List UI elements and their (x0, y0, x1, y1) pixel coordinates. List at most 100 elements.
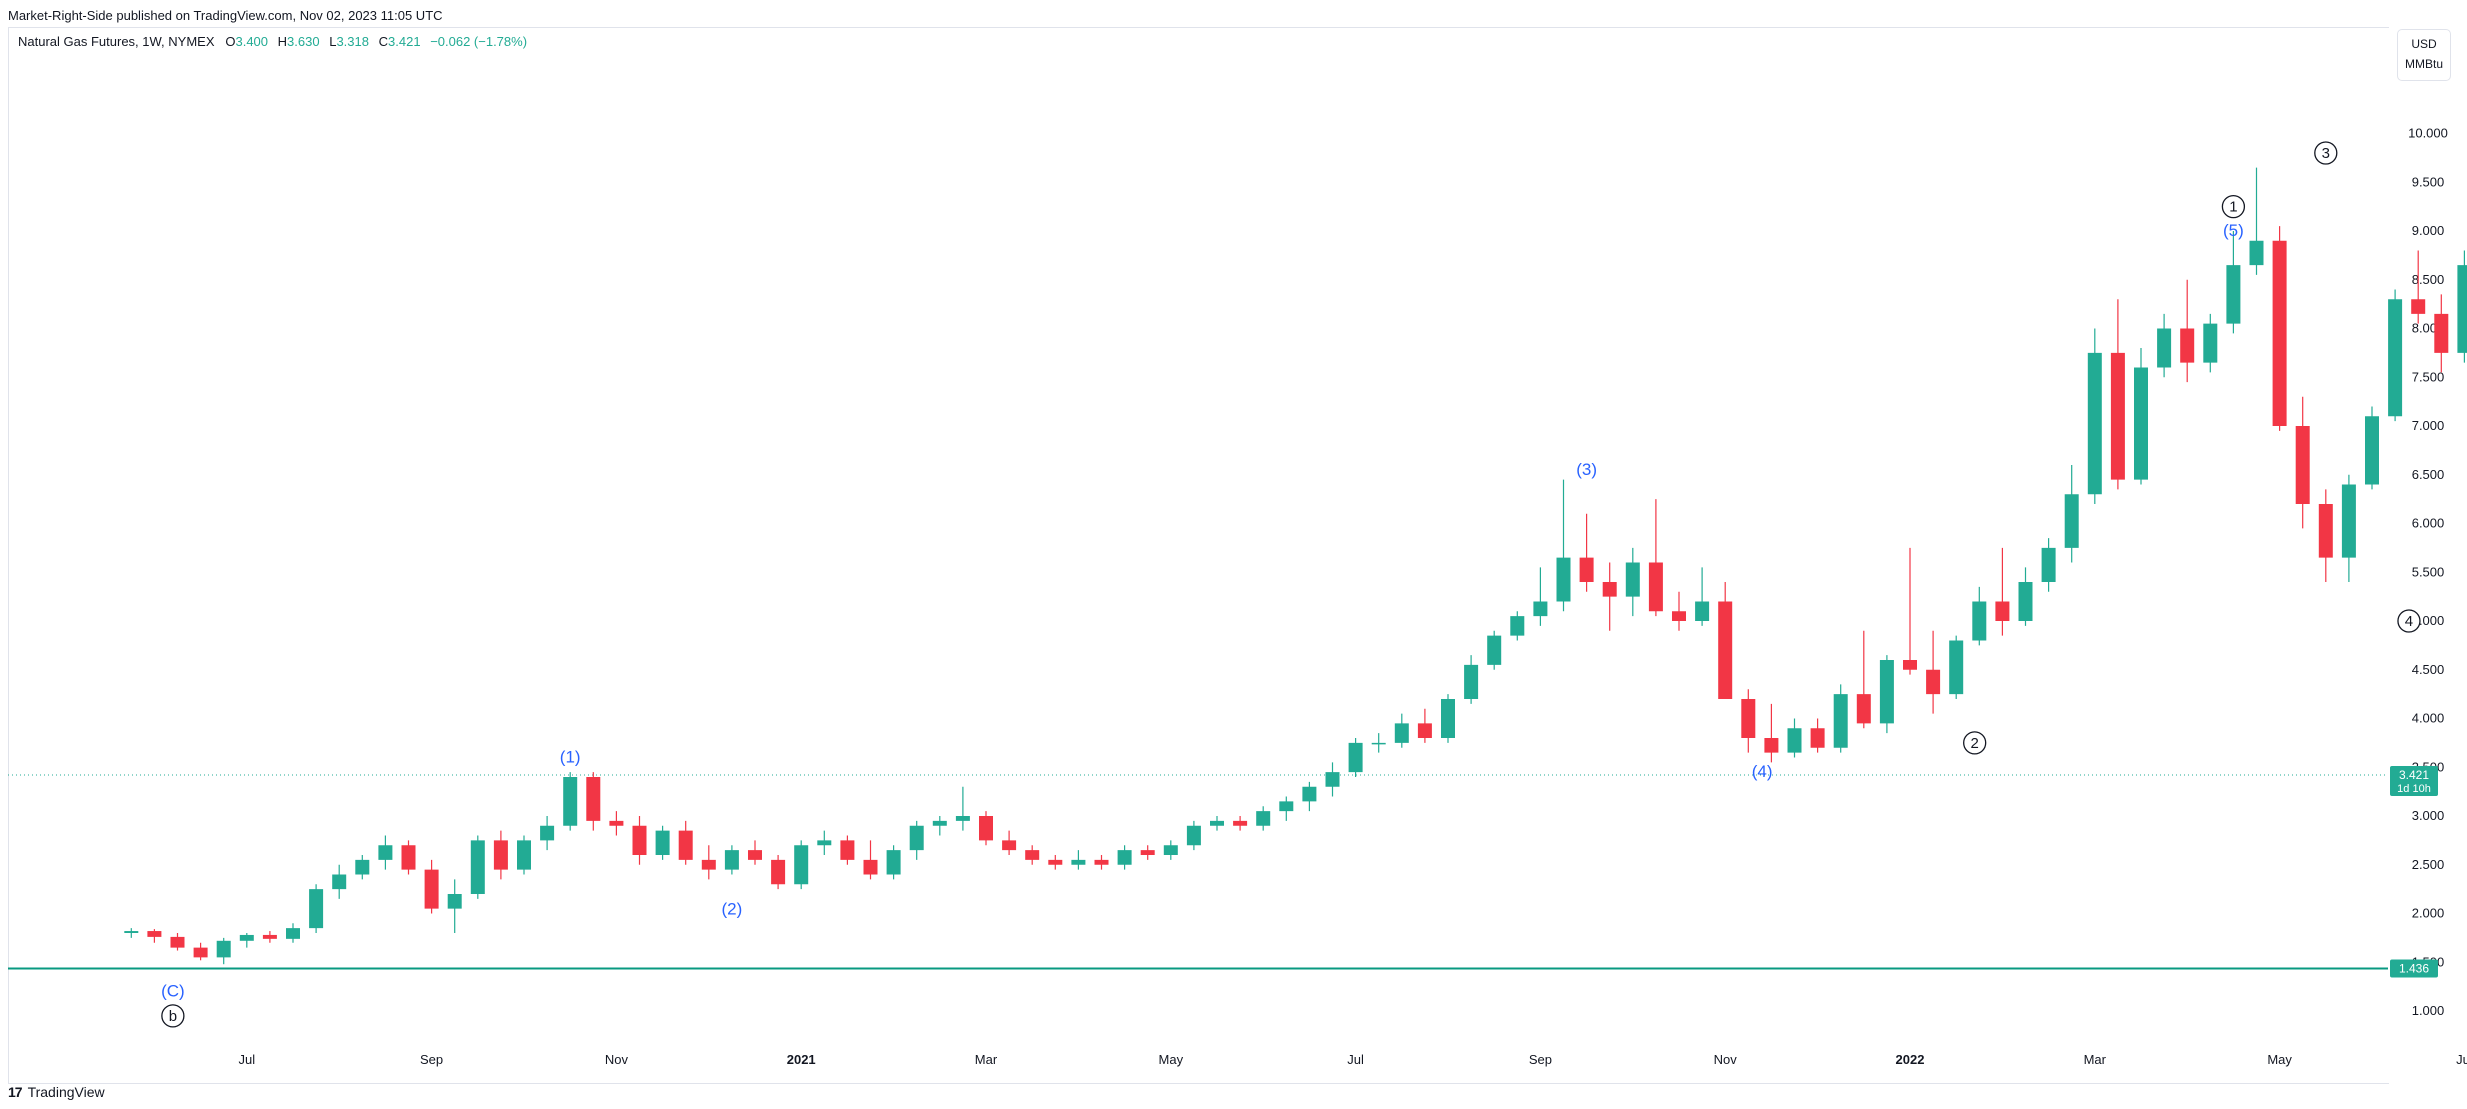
candle (1810, 718, 1825, 753)
x-tick-label: Jul (1347, 1052, 1364, 1067)
unit-label: MMBtu (2404, 57, 2443, 71)
candle (1764, 703, 1779, 763)
candle (840, 835, 855, 865)
candle-body (2226, 265, 2241, 324)
y-tick-label: 7.000 (2412, 418, 2445, 433)
candle-body (262, 934, 277, 939)
candle (1071, 850, 1086, 870)
candle (609, 811, 624, 836)
candle-body (1787, 728, 1802, 753)
candle (1464, 655, 1479, 704)
wave-label-text: 3 (2322, 145, 2330, 162)
candle (2341, 474, 2356, 582)
chart-frame (8, 27, 2389, 1084)
candle-body (863, 859, 878, 875)
candle-body (1002, 840, 1017, 851)
wave-label-blue: (2) (722, 900, 743, 919)
candle (540, 816, 555, 851)
candle (378, 835, 393, 870)
candle (1926, 630, 1941, 714)
currency-label: USD (2411, 37, 2437, 51)
candle (701, 845, 716, 880)
candle-body (1279, 801, 1294, 812)
price-axis-label: 1.436 (2390, 959, 2438, 978)
candle-body (424, 869, 439, 909)
candle-body (1394, 723, 1409, 743)
wave-label-circle: 3 (2314, 141, 2338, 165)
candle-body (447, 894, 462, 909)
candle (1025, 845, 1040, 865)
candle-body (1764, 738, 1779, 753)
candle (2411, 250, 2426, 324)
candle-body (678, 830, 693, 860)
wave-circle (2397, 609, 2421, 633)
candle-body (1025, 850, 1040, 860)
wave-label-blue: (4) (1752, 762, 1773, 781)
candle (1256, 806, 1271, 831)
candle (863, 840, 878, 880)
candle-body (563, 777, 578, 826)
candle (1718, 582, 1733, 699)
candle (2295, 396, 2310, 529)
candle (2203, 313, 2218, 373)
high-value: 3.630 (287, 34, 320, 49)
candle-body (147, 931, 162, 937)
candle-body (2272, 240, 2287, 426)
candle (1510, 611, 1525, 641)
wave-label-circle: 2 (1963, 731, 1987, 755)
price-label-value: 3.421 (2399, 768, 2429, 782)
open-label: O (225, 34, 236, 49)
candle-body (1348, 742, 1363, 773)
y-tick-label: 4.000 (2412, 711, 2445, 726)
y-tick-label: 6.000 (2412, 516, 2445, 531)
currency-unit-selector[interactable]: USD MMBtu (2397, 29, 2451, 81)
y-tick-label: 10.000 (2408, 126, 2448, 141)
x-tick-label: Mar (975, 1052, 998, 1067)
candle (170, 933, 185, 951)
x-tick-label: Sep (420, 1052, 443, 1067)
candle-body (1510, 616, 1525, 636)
candle-body (1602, 582, 1617, 597)
candle (932, 816, 947, 836)
candle (309, 884, 324, 933)
candle (794, 840, 809, 890)
low-label: L (329, 34, 337, 49)
candle (262, 931, 277, 943)
x-tick-label: Nov (1714, 1052, 1738, 1067)
candle-body (470, 840, 485, 894)
change-value: −0.062 (−1.78%) (430, 34, 528, 49)
candle-body (586, 777, 601, 821)
candle (1879, 655, 1894, 734)
x-tick-label: Sep (1529, 1052, 1552, 1067)
tradingview-logo-icon[interactable]: 17 (8, 1084, 23, 1100)
x-tick-label: Jul (2456, 1052, 2467, 1067)
candle (470, 835, 485, 899)
wave-label-blue: (5) (2223, 221, 2244, 240)
candle (216, 937, 231, 965)
candle (332, 864, 347, 899)
y-tick-label: 9.500 (2412, 174, 2445, 189)
candle (424, 859, 439, 914)
candle (1302, 781, 1317, 812)
candle (979, 811, 993, 846)
candle-body (1048, 859, 1063, 865)
wave-label-circle: 1 (2221, 194, 2246, 219)
candle (2434, 294, 2449, 373)
candle (2226, 231, 2241, 334)
candle (2134, 348, 2148, 485)
candle (1672, 591, 1686, 631)
candle-body (1995, 601, 2010, 621)
candle-body (378, 845, 393, 860)
symbol-name: Natural Gas Futures, 1W, NYMEX (18, 34, 215, 49)
candle-body (2018, 582, 2033, 621)
price-label-bg (2390, 765, 2438, 796)
candle (1833, 684, 1848, 753)
candle (447, 879, 462, 933)
price-label-value: 1.436 (2399, 961, 2429, 975)
candle (724, 845, 739, 875)
candle-body (2249, 240, 2264, 266)
candle (1325, 762, 1340, 797)
candle-body (1949, 640, 1964, 695)
candle-body (2434, 313, 2449, 353)
